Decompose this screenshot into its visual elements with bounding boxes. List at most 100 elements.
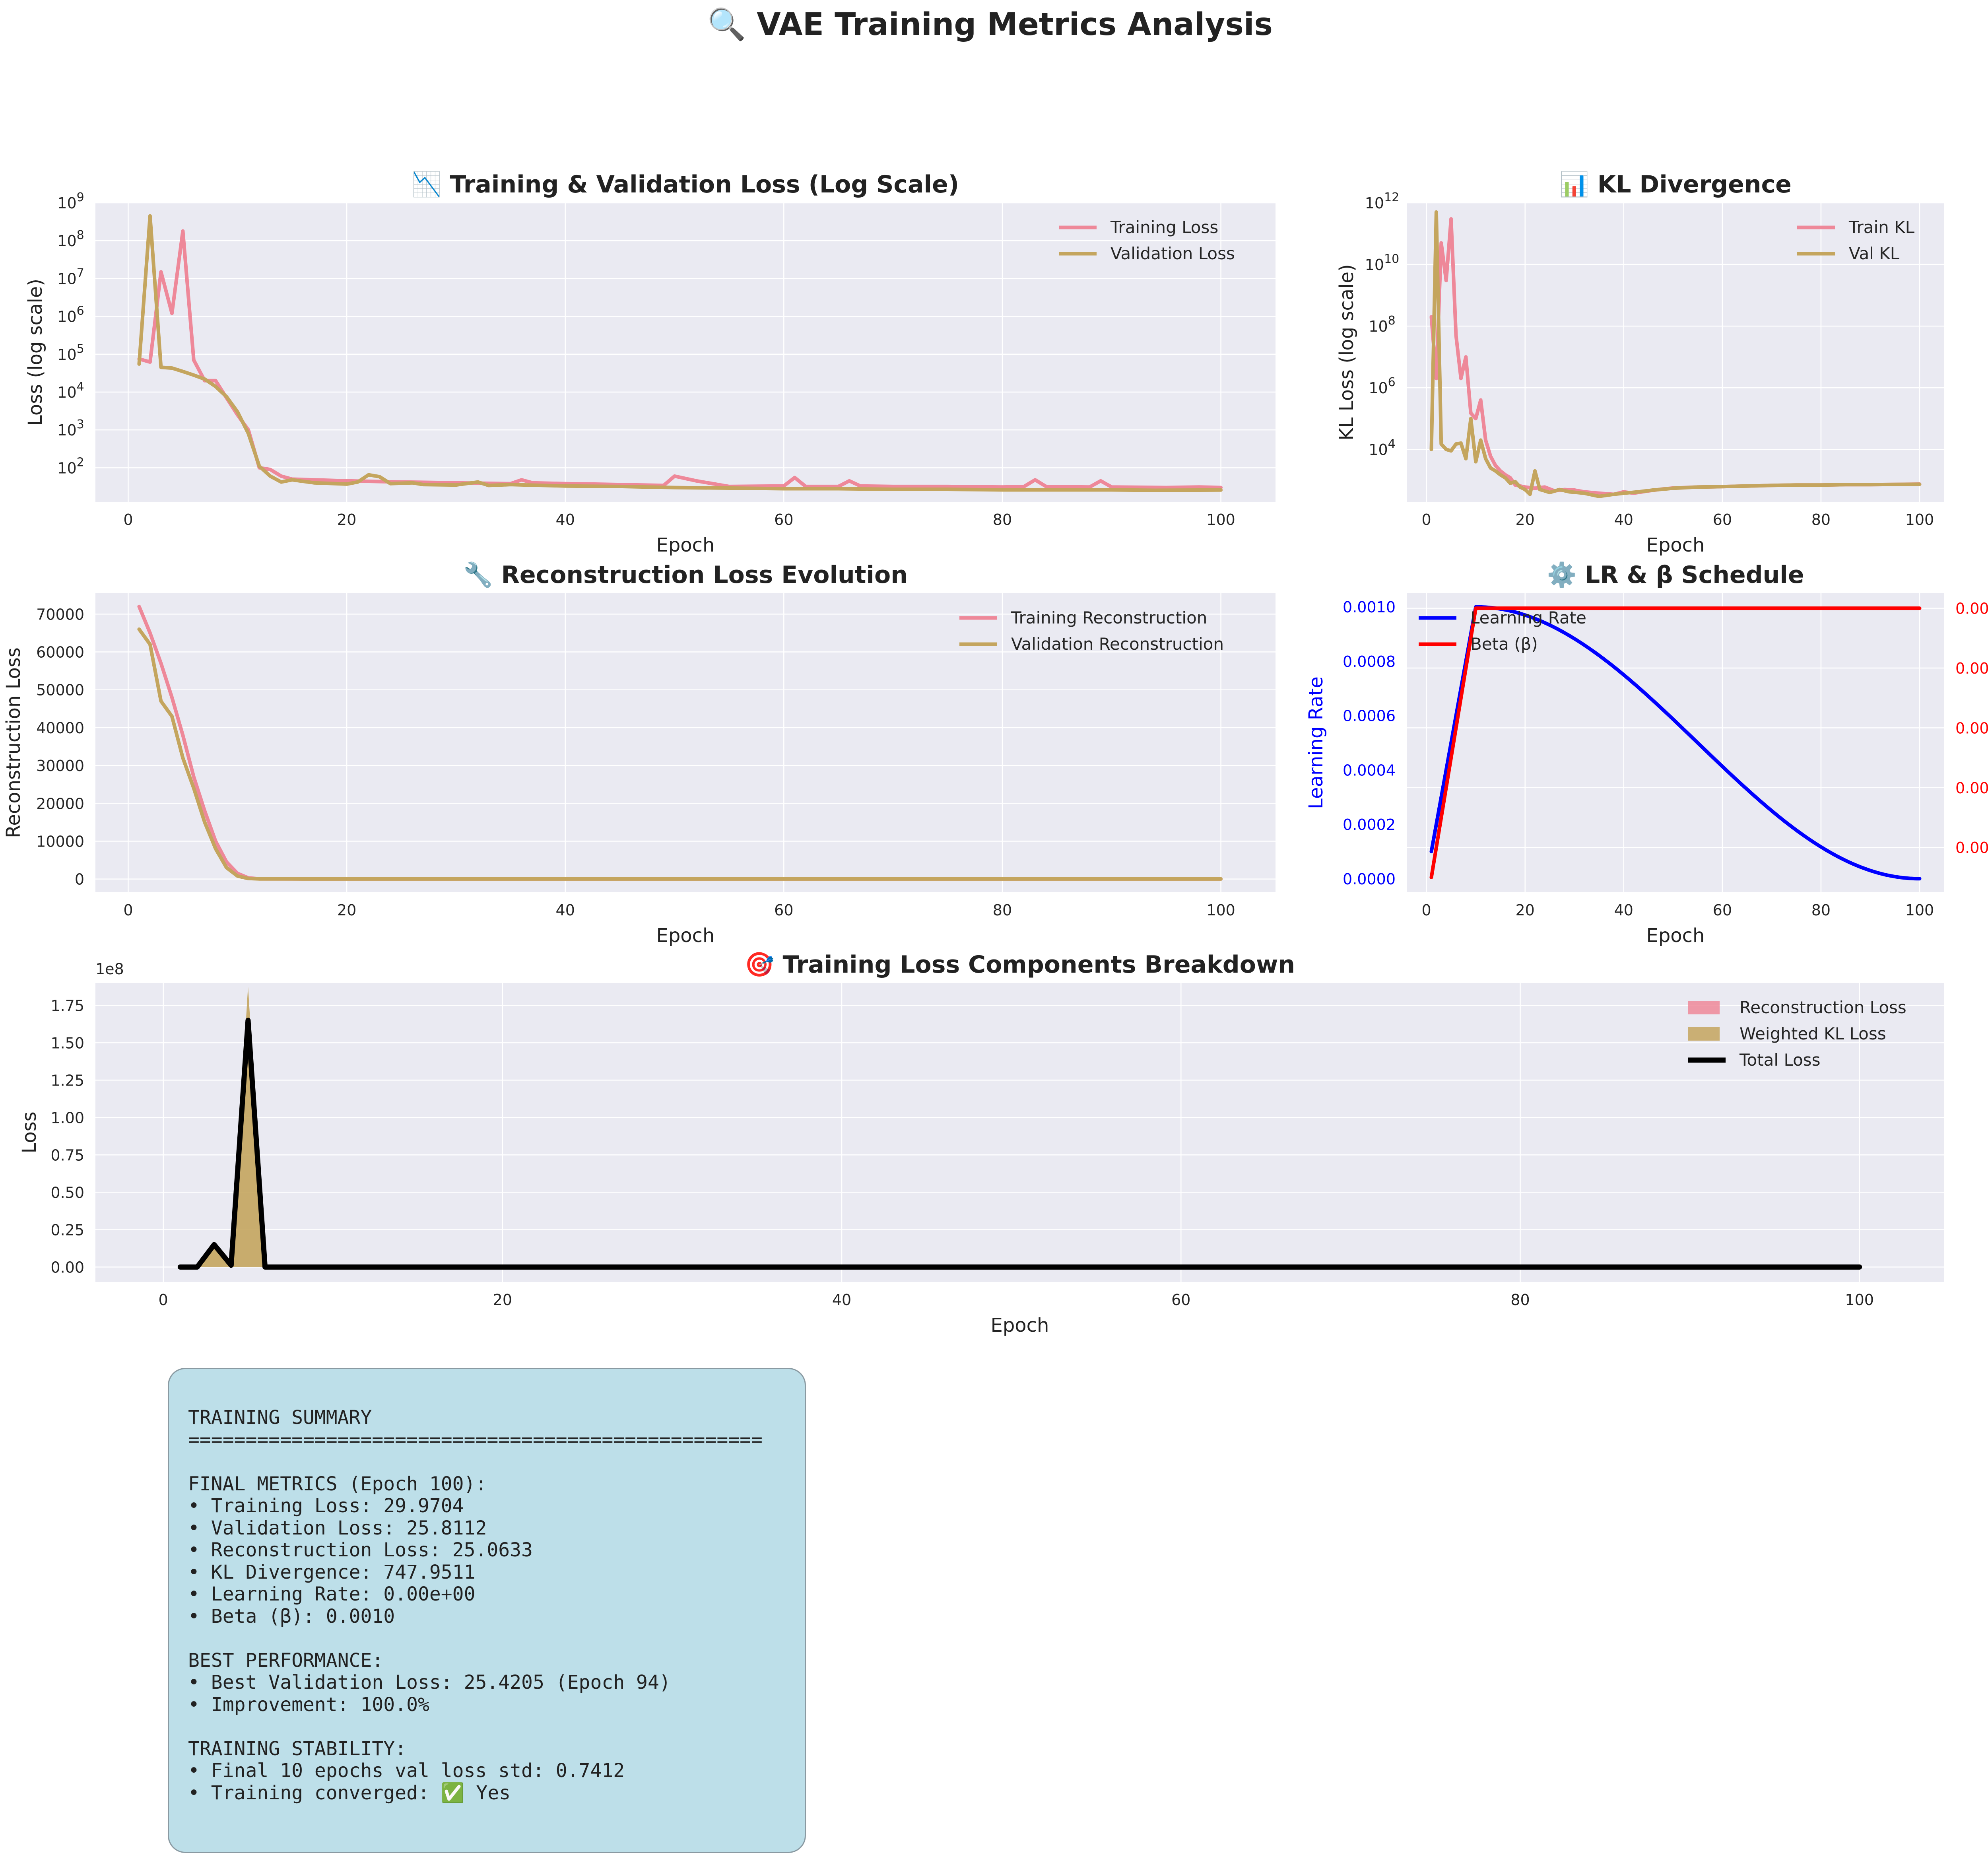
summary-line: TRAINING STABILITY:	[188, 1738, 786, 1760]
summary-line: • KL Divergence: 747.9511	[188, 1562, 786, 1584]
legend-label: Validation Reconstruction	[1011, 634, 1224, 654]
summary-line	[188, 1716, 786, 1738]
x-tick-label: 80	[993, 511, 1012, 528]
x-tick-label: 20	[337, 511, 356, 528]
x-tick-label: 100	[1845, 1291, 1874, 1309]
y-tick-label-right: 0.0006	[1955, 719, 1988, 737]
y-tick-label-left: 0.0006	[1343, 707, 1396, 725]
y-tick-label: 50000	[36, 682, 84, 699]
y-tick-label: 0.00	[50, 1259, 84, 1276]
x-tick-label: 0	[159, 1291, 168, 1309]
plot-area	[95, 983, 1944, 1282]
legend-label: Validation Loss	[1110, 244, 1235, 263]
y-tick-label: 108	[1369, 314, 1395, 335]
x-tick-label: 80	[993, 901, 1012, 919]
x-tick-label: 20	[337, 901, 356, 919]
y-tick-label: 70000	[36, 606, 84, 623]
x-tick-label: 100	[1905, 901, 1934, 919]
y-tick-label: 105	[57, 342, 84, 363]
x-tick-label: 80	[1510, 1291, 1530, 1309]
y-tick-label: 104	[57, 380, 84, 401]
y-tick-label-left: 0.0000	[1343, 870, 1396, 888]
training-summary-text: TRAINING SUMMARY========================…	[188, 1407, 786, 1804]
y-tick-label: 107	[57, 266, 84, 287]
y-tick-label-left: 0.0002	[1343, 816, 1396, 833]
legend-label: Training Reconstruction	[1011, 608, 1207, 627]
x-tick-label: 40	[832, 1291, 851, 1309]
y-tick-label: 0.25	[50, 1221, 84, 1239]
x-axis-label: Epoch	[656, 534, 715, 556]
y-tick-label: 0	[75, 871, 84, 888]
y-offset-text: 1e8	[95, 960, 124, 978]
y-tick-label: 60000	[36, 644, 84, 661]
chart-title: 🔧 Reconstruction Loss Evolution	[463, 560, 908, 589]
summary-line: • Learning Rate: 0.00e+00	[188, 1583, 786, 1606]
x-tick-label: 100	[1206, 511, 1235, 528]
y-tick-label: 30000	[36, 757, 84, 775]
legend-swatch	[1688, 1001, 1720, 1014]
x-tick-label: 40	[1614, 901, 1633, 919]
x-tick-label: 20	[1516, 901, 1535, 919]
x-tick-label: 0	[123, 511, 133, 528]
y-tick-label: 0.50	[50, 1184, 84, 1201]
y-tick-label-right: 0.0008	[1955, 660, 1988, 677]
chart-title: 📊 KL Divergence	[1559, 171, 1792, 198]
y-tick-label: 106	[57, 304, 84, 326]
figure-title: 🔍 VAE Training Metrics Analysis	[707, 5, 1273, 43]
summary-line: • Reconstruction Loss: 25.0633	[188, 1539, 786, 1562]
y-tick-label: 106	[1369, 375, 1395, 397]
x-tick-label: 100	[1206, 901, 1235, 919]
x-tick-label: 60	[1713, 511, 1732, 528]
y-tick-label: 1010	[1365, 252, 1400, 274]
x-axis-label: Epoch	[991, 1314, 1049, 1336]
y-tick-label: 0.75	[50, 1146, 84, 1164]
y-tick-label: 102	[57, 455, 84, 477]
legend-label: Total Loss	[1739, 1050, 1821, 1070]
y-axis-label: Loss	[18, 1111, 41, 1153]
y-axis-label-left: Learning Rate	[1305, 676, 1327, 809]
legend-label: Train KL	[1848, 218, 1915, 237]
y-axis-label: KL Loss (log scale)	[1336, 264, 1358, 441]
x-tick-label: 0	[1422, 511, 1431, 528]
summary-line: BEST PERFORMANCE:	[188, 1650, 786, 1672]
y-tick-label-left: 0.0008	[1343, 653, 1396, 670]
summary-line	[188, 1628, 786, 1650]
x-tick-label: 0	[1422, 901, 1431, 919]
x-tick-label: 40	[556, 511, 575, 528]
x-tick-label: 100	[1905, 511, 1934, 528]
y-tick-label: 1012	[1365, 190, 1400, 212]
x-tick-label: 40	[556, 901, 575, 919]
y-tick-label: 104	[1369, 437, 1395, 458]
y-tick-label-right: 0.0010	[1955, 600, 1988, 618]
x-tick-label: 80	[1811, 511, 1831, 528]
legend-label: Beta (β)	[1470, 634, 1538, 654]
chart-title: 🎯 Training Loss Components Breakdown	[745, 951, 1295, 979]
x-tick-label: 60	[1171, 1291, 1190, 1309]
y-tick-label: 20000	[36, 795, 84, 812]
x-tick-label: 0	[123, 901, 133, 919]
x-axis-label: Epoch	[1646, 534, 1705, 556]
training-summary-box: TRAINING SUMMARY========================…	[168, 1368, 806, 1853]
x-tick-label: 60	[774, 901, 793, 919]
x-tick-label: 20	[493, 1291, 512, 1309]
x-tick-label: 60	[1713, 901, 1732, 919]
summary-line: • Improvement: 100.0%	[188, 1694, 786, 1716]
y-tick-label: 109	[57, 190, 84, 212]
y-tick-label: 1.25	[50, 1072, 84, 1089]
y-tick-label: 40000	[36, 719, 84, 737]
x-tick-label: 80	[1811, 901, 1831, 919]
x-tick-label: 40	[1614, 511, 1633, 528]
y-tick-label: 1.50	[50, 1034, 84, 1052]
y-axis-label: Loss (log scale)	[24, 279, 47, 426]
chart-title: 📉 Training & Validation Loss (Log Scale)	[412, 171, 959, 198]
summary-line	[188, 1451, 786, 1473]
summary-line: • Training converged: ✅ Yes	[188, 1782, 786, 1804]
x-axis-label: Epoch	[656, 925, 715, 947]
summary-line: TRAINING SUMMARY	[188, 1407, 786, 1429]
legend-label: Reconstruction Loss	[1740, 998, 1906, 1017]
legend-label: Weighted KL Loss	[1740, 1024, 1886, 1043]
